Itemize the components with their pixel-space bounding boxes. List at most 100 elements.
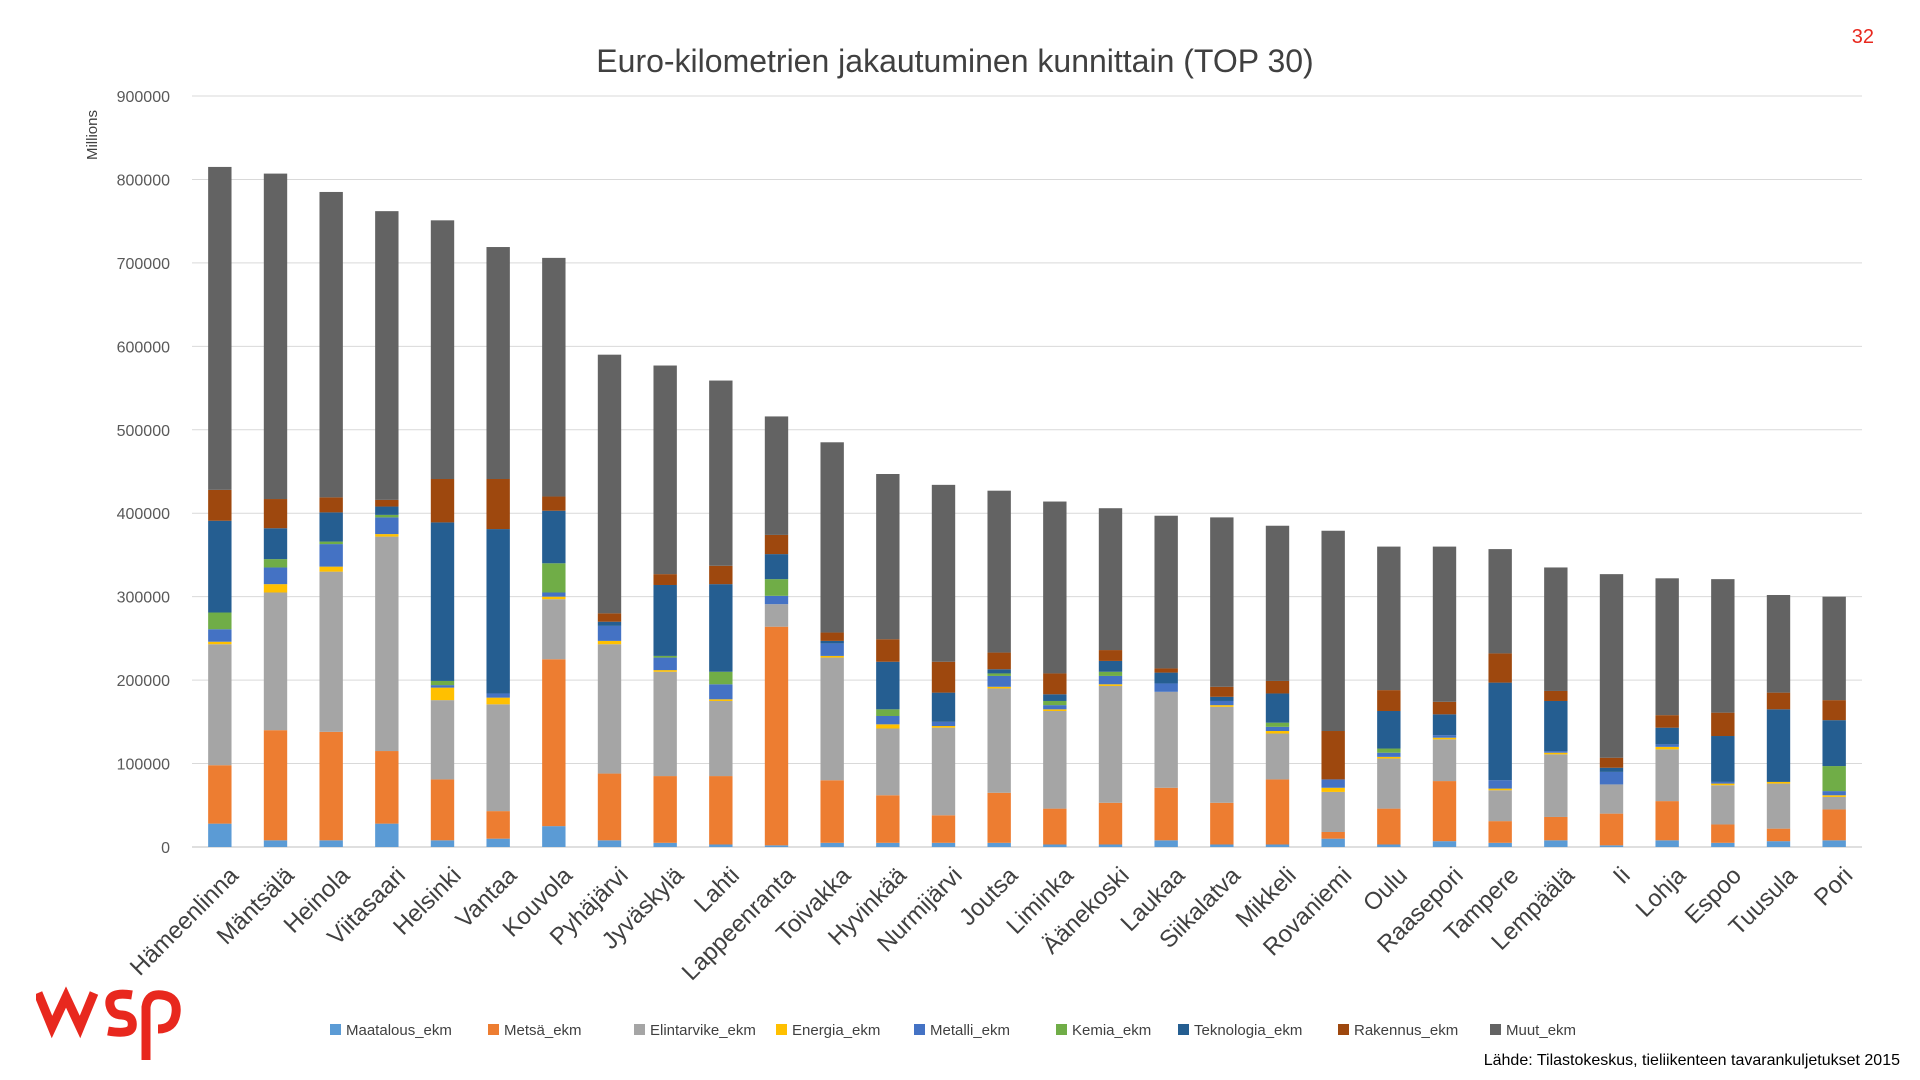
bar-segment-muut-ekm [375, 211, 399, 500]
bar-segment-elintarvike-ekm [319, 571, 343, 732]
bar-segment-metsä-ekm [931, 815, 956, 843]
bar-segment-kemia-ekm [1098, 671, 1123, 676]
bar-segment-elintarvike-ekm [931, 727, 956, 816]
bar-segment-rakennus-ekm [764, 534, 789, 555]
bar-segment-elintarvike-ekm [1544, 754, 1568, 817]
bar-segment-maatalous-ekm [1655, 840, 1679, 847]
bar-segment-maatalous-ekm [931, 842, 956, 847]
bar-segment-rakennus-ekm [208, 489, 232, 521]
bar-segment-metsä-ekm [263, 730, 288, 841]
bar-segment-metalli-ekm [876, 715, 900, 725]
bar-segment-metsä-ekm [1210, 802, 1234, 845]
bar-segment-rakennus-ekm [709, 565, 733, 585]
bar-segment-metsä-ekm [1599, 813, 1624, 846]
bar-segment-elintarvike-ekm [1043, 710, 1067, 809]
bar-segment-maatalous-ekm [987, 842, 1011, 847]
bar-segment-kemia-ekm [263, 559, 288, 568]
bar-segment-energia-ekm [987, 686, 1011, 689]
bar-segment-elintarvike-ekm [820, 657, 844, 781]
bar-segment-energia-ekm [597, 640, 622, 645]
bar-segment-rakennus-ekm [1098, 650, 1123, 661]
bar-segment-maatalous-ekm [1321, 838, 1345, 847]
bar-segment-metsä-ekm [1043, 808, 1067, 845]
bar-segment-metsä-ekm [709, 776, 733, 845]
bar-segment-rakennus-ekm [1488, 653, 1512, 683]
bar-segment-muut-ekm [653, 365, 677, 575]
bar-segment-metsä-ekm [1655, 801, 1679, 841]
bar-segment-rakennus-ekm [597, 613, 622, 622]
bar-segment-teknologia-ekm [876, 661, 900, 710]
bar-segment-metalli-ekm [263, 567, 288, 585]
bar-segment-energia-ekm [1655, 746, 1679, 750]
y-tick-label: 400000 [117, 506, 170, 523]
source-note: Lähde: Tilastokeskus, tieliikenteen tava… [1483, 1052, 1900, 1069]
bar-segment-teknologia-ekm [1599, 767, 1624, 772]
legend-swatch [914, 1024, 925, 1035]
bar-segment-teknologia-ekm [486, 529, 510, 694]
bar-segment-elintarvike-ekm [486, 704, 510, 812]
bar-segment-teknologia-ekm [1655, 727, 1679, 745]
bar-segment-teknologia-ekm [820, 640, 844, 644]
bar-segment-metsä-ekm [542, 659, 566, 827]
bar-segment-rakennus-ekm [987, 652, 1011, 670]
bar-segment-maatalous-ekm [1766, 841, 1791, 847]
bar-segment-teknologia-ekm [764, 554, 789, 580]
bar-segment-metalli-ekm [1321, 779, 1345, 788]
bar-segment-rakennus-ekm [653, 574, 677, 585]
bar-segment-energia-ekm [1822, 795, 1846, 797]
bar-segment-maatalous-ekm [1711, 842, 1735, 847]
legend-label: Rakennus_ekm [1354, 1022, 1458, 1039]
bar-segment-teknologia-ekm [653, 584, 677, 656]
bar-segment-muut-ekm [1488, 549, 1512, 654]
bar-segment-rakennus-ekm [1655, 715, 1679, 728]
legend-swatch [1338, 1024, 1349, 1035]
bar-segment-rakennus-ekm [375, 499, 399, 507]
bar-segment-energia-ekm [1377, 756, 1401, 759]
bar-segment-maatalous-ekm [709, 844, 733, 847]
bar-segment-metalli-ekm [709, 684, 733, 700]
bar-segment-muut-ekm [263, 173, 288, 500]
gridlines [192, 95, 1862, 848]
legend-label: Kemia_ekm [1072, 1022, 1151, 1039]
bar-segment-elintarvike-ekm [1599, 784, 1624, 814]
bar-segment-energia-ekm [876, 724, 900, 729]
bar-segment-energia-ekm [1766, 781, 1791, 784]
bar-segment-kemia-ekm [876, 709, 900, 716]
bar-segment-teknologia-ekm [319, 512, 343, 542]
bar-segment-maatalous-ekm [319, 840, 343, 847]
bar-segment-rakennus-ekm [1599, 757, 1624, 768]
bar-segment-energia-ekm [1210, 705, 1234, 707]
bar-segment-maatalous-ekm [208, 823, 232, 847]
bar-segment-maatalous-ekm [597, 840, 622, 847]
bar-segment-muut-ekm [987, 490, 1011, 653]
x-tick-label: Ii [1608, 862, 1636, 890]
bar-segment-metsä-ekm [319, 731, 343, 841]
bar-segment-teknologia-ekm [1711, 736, 1735, 782]
bar-segment-energia-ekm [931, 726, 956, 728]
legend-swatch [1178, 1024, 1189, 1035]
legend: Maatalous_ekm Metsä_ekm Elintarvike_ekm Ene… [330, 1022, 1576, 1039]
bar-segment-metalli-ekm [208, 629, 232, 642]
bar-segment-teknologia-ekm [1043, 694, 1067, 701]
bar-segment-energia-ekm [486, 697, 510, 705]
bar-segment-metalli-ekm [319, 544, 343, 567]
bar-segment-teknologia-ekm [1377, 710, 1401, 749]
bar-segment-rakennus-ekm [486, 479, 510, 530]
bars [208, 166, 1846, 847]
bar-segment-maatalous-ekm [1154, 840, 1178, 847]
bar-segment-elintarvike-ekm [1154, 691, 1178, 788]
bar-segment-maatalous-ekm [764, 845, 789, 847]
bar-segment-kemia-ekm [987, 673, 1011, 676]
bar-segment-elintarvike-ekm [375, 536, 399, 752]
bar-segment-metsä-ekm [1766, 828, 1791, 842]
bar-segment-elintarvike-ekm [597, 644, 622, 774]
bar-segment-energia-ekm [1488, 788, 1512, 791]
legend-swatch [488, 1024, 499, 1035]
bar-segment-elintarvike-ekm [1321, 791, 1345, 832]
bar-segment-rakennus-ekm [319, 497, 343, 513]
chart-title: Euro-kilometrien jakautuminen kunnittain… [596, 43, 1313, 79]
bar-segment-metsä-ekm [1822, 809, 1846, 841]
y-tick-label: 500000 [117, 423, 170, 440]
bar-segment-maatalous-ekm [1599, 845, 1624, 847]
